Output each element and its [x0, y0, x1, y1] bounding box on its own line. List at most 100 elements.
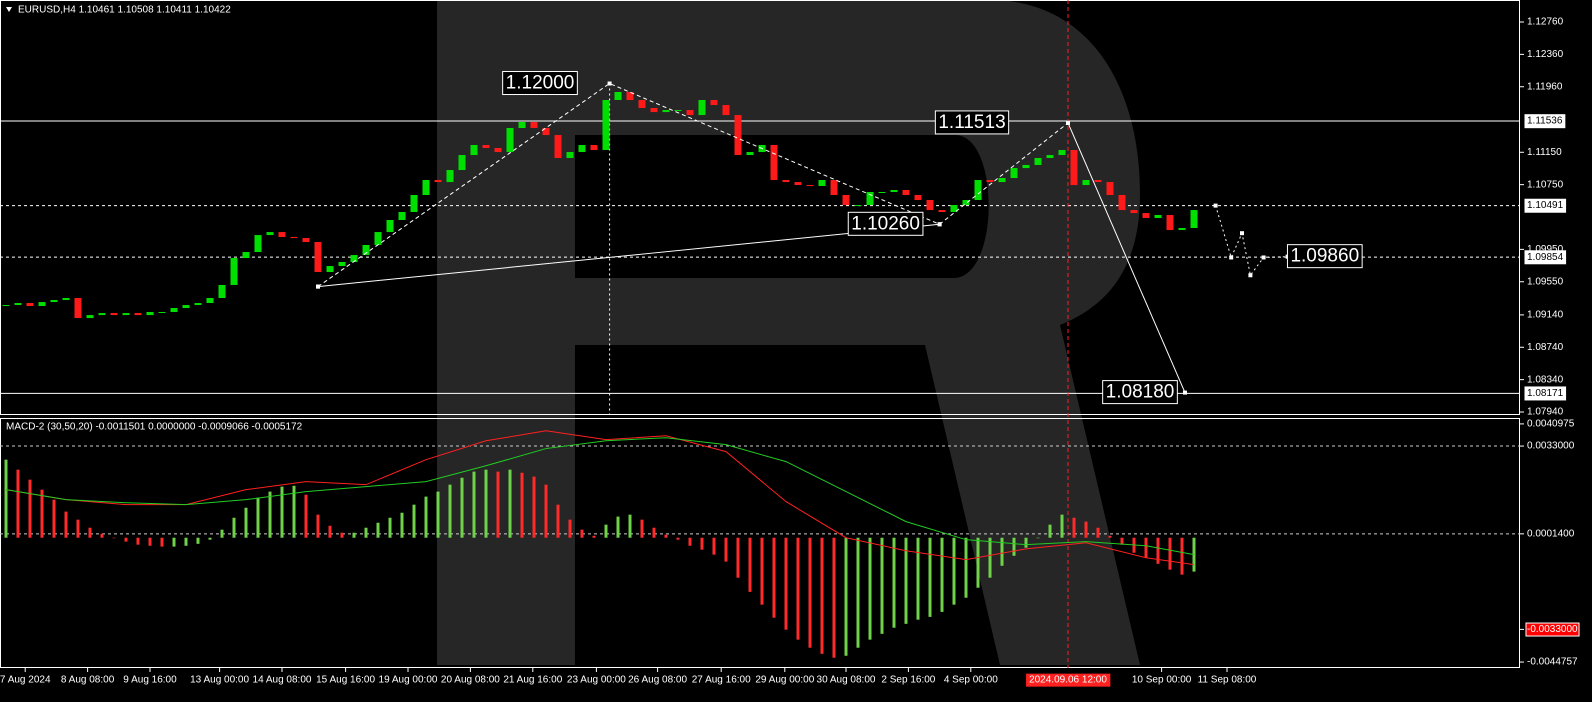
x-tick-label: 4 Sep 00:00	[944, 675, 998, 686]
y-tick-label: 1.10750	[1527, 179, 1564, 190]
y-tick-label: -0.0033000	[1527, 624, 1578, 635]
histogram-bar	[196, 537, 200, 544]
histogram-bar	[76, 519, 80, 538]
candle	[1034, 158, 1042, 165]
candle	[650, 108, 658, 113]
candle	[110, 313, 118, 316]
histogram-bar	[160, 537, 164, 547]
histogram-bar	[364, 527, 368, 538]
histogram-bar	[460, 477, 464, 538]
histogram-bar	[244, 507, 248, 538]
histogram-bar	[736, 537, 740, 578]
histogram-bar	[508, 469, 512, 538]
y-tick-label: 1.12360	[1527, 49, 1564, 60]
candle	[446, 169, 454, 183]
candle	[1154, 214, 1162, 218]
forecast-line-vertex	[1213, 203, 1218, 208]
x-tick-label: 19 Aug 00:00	[379, 675, 438, 686]
candle	[734, 115, 742, 156]
candle	[50, 300, 58, 303]
candle	[854, 205, 862, 207]
candle	[374, 232, 382, 246]
candle	[638, 100, 646, 109]
forecast-line-vertex	[1229, 255, 1234, 260]
x-tick-label: 13 Aug 00:00	[190, 675, 249, 686]
histogram-bar	[1000, 537, 1004, 566]
histogram-bar	[1120, 537, 1124, 545]
histogram-bar	[352, 532, 356, 538]
candle	[422, 180, 430, 195]
histogram-bar	[532, 476, 536, 538]
y-tick-label: 1.09550	[1527, 276, 1564, 287]
y-tick-label-box	[1525, 622, 1580, 637]
candle	[122, 313, 130, 316]
histogram-bar	[772, 537, 776, 618]
candle	[902, 189, 910, 195]
histogram-bar	[916, 537, 920, 620]
histogram-bar	[424, 496, 428, 538]
histogram-bar	[1060, 514, 1064, 538]
candle	[38, 302, 46, 307]
candle	[1022, 164, 1030, 169]
candle	[314, 242, 322, 273]
candle	[254, 235, 262, 253]
x-tick-label: 11 Sep 08:00	[1198, 675, 1257, 686]
histogram-bar	[52, 499, 56, 538]
histogram-bar	[388, 517, 392, 538]
histogram-bar	[304, 494, 308, 538]
y-tick-label: 1.07940	[1527, 407, 1564, 418]
y-tick-label: 0.0040975	[1527, 419, 1575, 430]
y-tick-label: 1.11150	[1527, 147, 1562, 158]
candle	[818, 180, 826, 187]
histogram-bar	[1108, 535, 1112, 538]
histogram-bar	[616, 516, 620, 538]
candle	[1190, 210, 1198, 229]
histogram-bar	[16, 469, 20, 538]
candle	[386, 220, 394, 233]
candle	[1070, 150, 1078, 186]
histogram-bar	[1024, 537, 1028, 548]
histogram-bar	[604, 524, 608, 538]
histogram-bar	[172, 537, 176, 547]
base-line-vertex	[937, 222, 942, 227]
histogram-bar	[1084, 521, 1088, 538]
histogram-bar	[88, 527, 92, 538]
histogram-bar	[676, 537, 680, 540]
histogram-bar	[148, 537, 152, 546]
histogram-bar	[400, 512, 404, 538]
histogram-bar	[208, 537, 212, 540]
forecast-line-vertex	[1240, 231, 1244, 236]
wave-label-box	[934, 110, 1010, 135]
candle	[890, 189, 898, 193]
wave-line-vertex	[607, 81, 612, 86]
candle	[194, 303, 202, 306]
histogram-bar	[652, 527, 656, 538]
candle	[170, 308, 178, 312]
candle	[566, 152, 574, 159]
y-tick-label: 1.09140	[1527, 310, 1564, 321]
candle	[698, 100, 706, 116]
base-line-vertex	[316, 284, 320, 289]
candle	[518, 122, 526, 129]
histogram-bar	[952, 537, 956, 605]
histogram-bar	[640, 519, 644, 538]
wave-label: 1.10260	[851, 213, 920, 234]
histogram-bar	[112, 537, 116, 539]
candle	[938, 210, 946, 212]
candle	[206, 298, 214, 304]
level-label: 1.08171	[1527, 388, 1564, 399]
candle	[770, 144, 778, 181]
histogram-bar	[220, 529, 224, 538]
candle	[842, 194, 850, 206]
candle	[14, 303, 22, 306]
histogram-bar	[832, 537, 836, 658]
wave-label: 1.08180	[1106, 382, 1175, 403]
x-tick-label: 9 Aug 16:00	[123, 675, 177, 686]
histogram-bar	[844, 537, 848, 656]
x-tick-label: 30 Aug 08:00	[817, 675, 876, 686]
wave-label-box	[1102, 380, 1178, 405]
candle	[74, 298, 82, 319]
candle	[1130, 210, 1138, 214]
